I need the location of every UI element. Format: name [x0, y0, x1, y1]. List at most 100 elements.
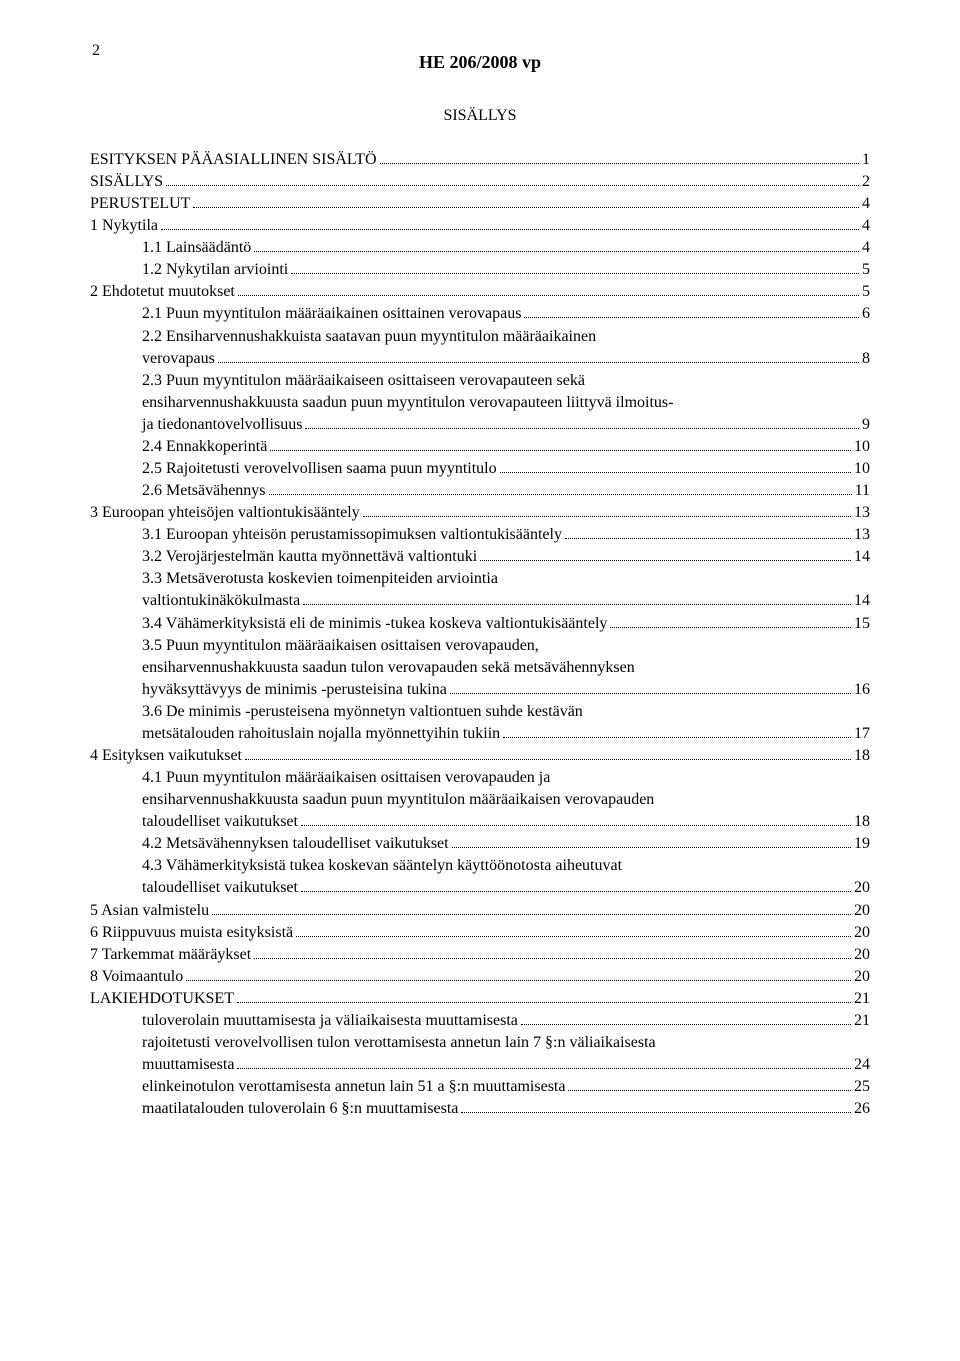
toc-dots: [461, 1112, 851, 1113]
toc-dots: [500, 472, 851, 473]
toc-entry: PERUSTELUT4: [90, 193, 870, 215]
toc-entry: 1 Nykytila4: [90, 215, 870, 237]
toc-dots: [565, 538, 851, 539]
toc-entry: 3 Euroopan yhteisöjen valtiontukisääntel…: [90, 502, 870, 524]
toc-label: ESITYKSEN PÄÄASIALLINEN SISÄLTÖ: [90, 149, 377, 171]
toc-dots: [303, 604, 851, 605]
toc-entry: elinkeinotulon verottamisesta annetun la…: [90, 1076, 870, 1098]
toc-dots: [161, 229, 859, 230]
toc-entry: 4.3 Vähämerkityksistä tukea koskevan sää…: [90, 855, 870, 877]
page-number: 2: [92, 40, 100, 62]
toc-label: taloudelliset vaikutukset: [142, 811, 298, 833]
toc-dots: [237, 1068, 851, 1069]
toc-label: 5 Asian valmistelu: [90, 900, 209, 922]
toc-label: 8 Voimaantulo: [90, 966, 183, 988]
toc-entry: muuttamisesta24: [90, 1054, 870, 1076]
toc-dots: [237, 1002, 851, 1003]
toc-entry: maatilatalouden tuloverolain 6 §:n muutt…: [90, 1098, 870, 1120]
toc-dots: [503, 737, 851, 738]
toc-label: 7 Tarkemmat määräykset: [90, 944, 251, 966]
toc-label: 4.3 Vähämerkityksistä tukea koskevan sää…: [142, 855, 622, 877]
toc-label: verovapaus: [142, 348, 215, 370]
toc-entry: verovapaus 8: [90, 348, 870, 370]
toc-entry: 1.1 Lainsäädäntö4: [90, 237, 870, 259]
toc-dots: [524, 317, 859, 318]
toc-dots: [270, 450, 851, 451]
toc-page: 9: [862, 414, 870, 436]
toc-label: taloudelliset vaikutukset: [142, 877, 298, 899]
toc-page: 5: [862, 281, 870, 303]
toc-page: 8: [862, 348, 870, 370]
toc-container: ESITYKSEN PÄÄASIALLINEN SISÄLTÖ1SISÄLLYS…: [90, 149, 870, 1120]
toc-dots: [480, 560, 851, 561]
toc-page: 18: [854, 811, 870, 833]
toc-dots: [218, 362, 859, 363]
toc-entry: 6 Riippuvuus muista esityksistä20: [90, 922, 870, 944]
toc-entry: 2.1 Puun myyntitulon määräaikainen ositt…: [90, 303, 870, 325]
toc-label: LAKIEHDOTUKSET: [90, 988, 234, 1010]
toc-label: 2.3 Puun myyntitulon määräaikaiseen osit…: [142, 370, 585, 392]
toc-dots: [186, 980, 851, 981]
toc-label: maatilatalouden tuloverolain 6 §:n muutt…: [142, 1098, 458, 1120]
toc-entry: ensiharvennushakkuusta saadun puun myynt…: [90, 789, 870, 811]
toc-entry: 2.3 Puun myyntitulon määräaikaiseen osit…: [90, 370, 870, 392]
toc-entry: 3.3 Metsäverotusta koskevien toimenpitei…: [90, 568, 870, 590]
toc-dots: [305, 428, 859, 429]
toc-dots: [296, 936, 851, 937]
toc-entry: valtiontukinäkökulmasta14: [90, 590, 870, 612]
toc-label: SISÄLLYS: [90, 171, 163, 193]
toc-page: 13: [854, 502, 870, 524]
toc-page: 10: [854, 436, 870, 458]
toc-page: 18: [854, 745, 870, 767]
toc-entry: metsätalouden rahoituslain nojalla myönn…: [90, 723, 870, 745]
toc-label: 1.2 Nykytilan arviointi: [142, 259, 288, 281]
toc-entry: 2.5 Rajoitetusti verovelvollisen saama p…: [90, 458, 870, 480]
toc-page: 10: [854, 458, 870, 480]
toc-label: ensiharvennushakkuusta saadun puun myynt…: [142, 392, 673, 414]
toc-dots: [193, 207, 859, 208]
toc-label: hyväksyttävyys de minimis -perusteisina …: [142, 679, 447, 701]
toc-entry: rajoitetusti verovelvollisen tulon verot…: [90, 1032, 870, 1054]
toc-page: 16: [854, 679, 870, 701]
toc-label: 4.1 Puun myyntitulon määräaikaisen ositt…: [142, 767, 550, 789]
toc-label: valtiontukinäkökulmasta: [142, 590, 300, 612]
toc-dots: [452, 847, 851, 848]
toc-entry: 3.5 Puun myyntitulon määräaikaisen ositt…: [90, 635, 870, 657]
toc-dots: [568, 1090, 851, 1091]
toc-page: 5: [862, 259, 870, 281]
toc-page: 20: [854, 922, 870, 944]
toc-entry: 2 Ehdotetut muutokset 5: [90, 281, 870, 303]
toc-label: 3.1 Euroopan yhteisön perustamissopimuks…: [142, 524, 562, 546]
toc-entry: SISÄLLYS2: [90, 171, 870, 193]
toc-dots: [254, 958, 851, 959]
toc-page: 26: [854, 1098, 870, 1120]
toc-entry: taloudelliset vaikutukset 18: [90, 811, 870, 833]
toc-page: 13: [854, 524, 870, 546]
toc-label: ja tiedonantovelvollisuus: [142, 414, 302, 436]
toc-entry: ja tiedonantovelvollisuus 9: [90, 414, 870, 436]
toc-dots: [269, 494, 852, 495]
toc-label: 3.5 Puun myyntitulon määräaikaisen ositt…: [142, 635, 539, 657]
toc-label: muuttamisesta: [142, 1054, 234, 1076]
toc-dots: [166, 185, 859, 186]
toc-entry: taloudelliset vaikutukset20: [90, 877, 870, 899]
toc-label: rajoitetusti verovelvollisen tulon verot…: [142, 1032, 656, 1054]
toc-label: 3.2 Verojärjestelmän kautta myönnettävä …: [142, 546, 477, 568]
toc-page: 4: [862, 215, 870, 237]
toc-entry: 7 Tarkemmat määräykset20: [90, 944, 870, 966]
toc-label: 2.4 Ennakkoperintä: [142, 436, 267, 458]
toc-entry: hyväksyttävyys de minimis -perusteisina …: [90, 679, 870, 701]
toc-entry: 8 Voimaantulo20: [90, 966, 870, 988]
toc-page: 17: [854, 723, 870, 745]
toc-page: 21: [854, 1010, 870, 1032]
toc-label: 4.2 Metsävähennyksen taloudelliset vaiku…: [142, 833, 449, 855]
toc-dots: [450, 693, 851, 694]
toc-label: 2 Ehdotetut muutokset: [90, 281, 235, 303]
toc-page: 15: [854, 613, 870, 635]
toc-dots: [380, 163, 859, 164]
toc-dots: [254, 251, 859, 252]
toc-label: 4 Esityksen vaikutukset: [90, 745, 242, 767]
toc-dots: [238, 295, 859, 296]
toc-label: 3.4 Vähämerkityksistä eli de minimis -tu…: [142, 613, 607, 635]
toc-dots: [245, 759, 851, 760]
